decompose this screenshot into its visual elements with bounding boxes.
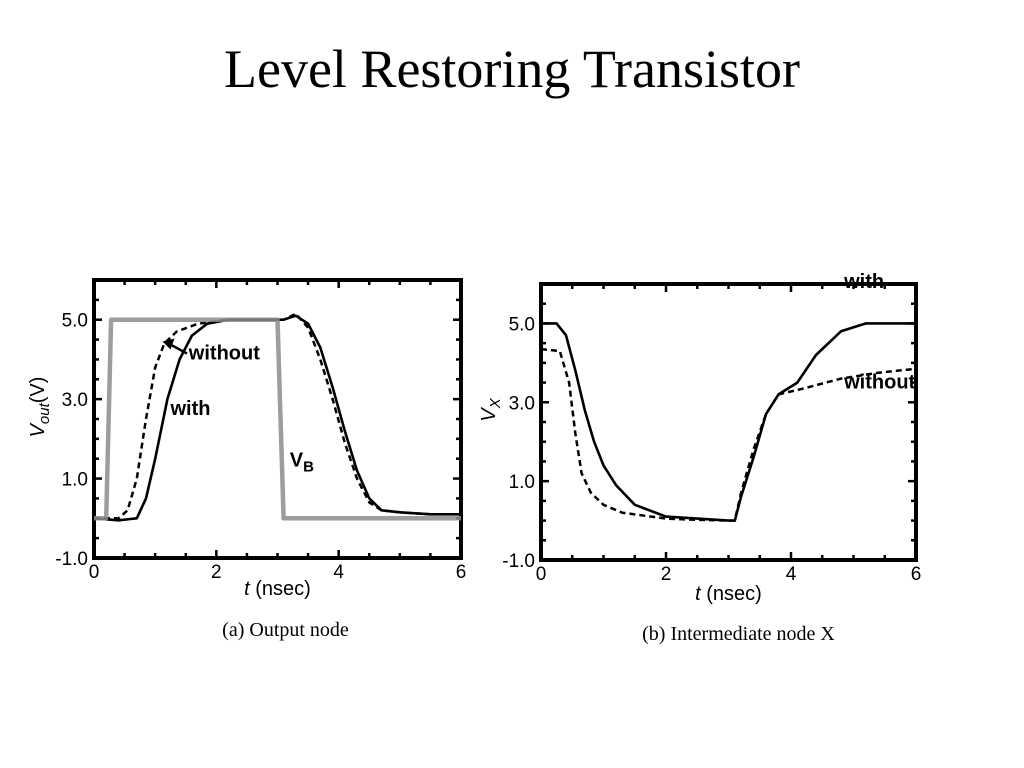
chart-b-x-tick-label: 0 bbox=[536, 564, 547, 585]
chart-b-y-tick-label: 3.0 bbox=[509, 393, 535, 414]
chart-a-y-axis-label: Vout(V) bbox=[27, 377, 53, 438]
intermediate-node-chart: 0 2 4 6 -1.0 1.0 3.0 5.0 t (nsec) VX with withou… bbox=[478, 271, 921, 645]
chart-a-y-tick-label: -1.0 bbox=[55, 549, 88, 570]
chart-a-x-axis-label: t (nsec) bbox=[244, 578, 311, 600]
chart-a-ticks bbox=[92, 278, 463, 560]
chart-b-series-with bbox=[541, 322, 916, 522]
chart-a-x-axis-var: t bbox=[244, 578, 251, 600]
chart-a-series-v-b bbox=[94, 317, 461, 521]
chart-b-annotation-with: with bbox=[843, 271, 884, 293]
chart-b-tick-labels: 0 2 4 6 -1.0 1.0 3.0 5.0 bbox=[502, 314, 921, 585]
chart-b-series-without bbox=[540, 347, 917, 522]
chart-a-tick-labels: 0 2 4 6 -1.0 1.0 3.0 5.0 bbox=[55, 311, 466, 583]
chart-b-x-axis-var: t bbox=[695, 583, 702, 605]
chart-a-x-axis-unit: (nsec) bbox=[250, 578, 311, 600]
chart-a-y-axis-unit: (V) bbox=[27, 377, 49, 404]
chart-a-y-axis-var: V bbox=[27, 422, 49, 437]
chart-b-y-tick-label: 5.0 bbox=[509, 314, 535, 335]
chart-a-x-tick-label: 0 bbox=[89, 562, 100, 583]
chart-a-y-tick-label: 5.0 bbox=[62, 311, 88, 332]
chart-b-y-axis-var: V bbox=[478, 407, 500, 422]
chart-a-annotation-v: VB bbox=[290, 450, 314, 476]
chart-b-caption: (b) Intermediate node X bbox=[642, 623, 835, 645]
chart-b-x-axis-label: t (nsec) bbox=[695, 583, 762, 605]
chart-a-without-arrow bbox=[169, 343, 188, 355]
chart-b-annotation-without: without bbox=[843, 371, 915, 393]
chart-a-caption: (a) Output node bbox=[222, 619, 349, 641]
chart-a-annotations: without with VB bbox=[169, 342, 314, 475]
chart-b-y-tick-label: -1.0 bbox=[502, 551, 535, 572]
chart-a-y-tick-label: 1.0 bbox=[62, 470, 88, 491]
chart-b-x-tick-label: 6 bbox=[911, 564, 922, 585]
chart-a-annotation-without: without bbox=[188, 342, 260, 364]
chart-b-annotations: with without bbox=[843, 271, 915, 394]
chart-a-series-without bbox=[94, 312, 461, 520]
chart-a-y-tick-label: 3.0 bbox=[62, 390, 88, 411]
chart-b-x-tick-label: 2 bbox=[661, 564, 672, 585]
chart-b-y-tick-label: 1.0 bbox=[509, 472, 535, 493]
chart-a-x-tick-label: 6 bbox=[456, 562, 467, 583]
chart-b-y-axis-label: VX bbox=[478, 397, 504, 421]
slide-title: Level Restoring Transistor bbox=[224, 39, 800, 99]
chart-b-series bbox=[540, 322, 917, 522]
chart-b-x-tick-label: 4 bbox=[786, 564, 797, 585]
chart-a-series bbox=[93, 312, 461, 522]
chart-b-ticks bbox=[539, 282, 918, 562]
chart-a-annotation-with: with bbox=[169, 398, 210, 420]
output-node-chart: 0 2 4 6-1.01.03.05.0 t (nsec) Vout(V) witho… bbox=[27, 278, 466, 641]
chart-a-without-arrowhead bbox=[162, 338, 175, 350]
chart-b-x-axis-unit: (nsec) bbox=[701, 583, 762, 605]
chart-a-x-tick-label: 2 bbox=[211, 562, 222, 583]
chart-a-x-tick-label: 4 bbox=[333, 562, 344, 583]
chart-b-y-axis-sub: X bbox=[487, 397, 504, 409]
chart-a-y-axis-sub: out bbox=[36, 402, 53, 424]
